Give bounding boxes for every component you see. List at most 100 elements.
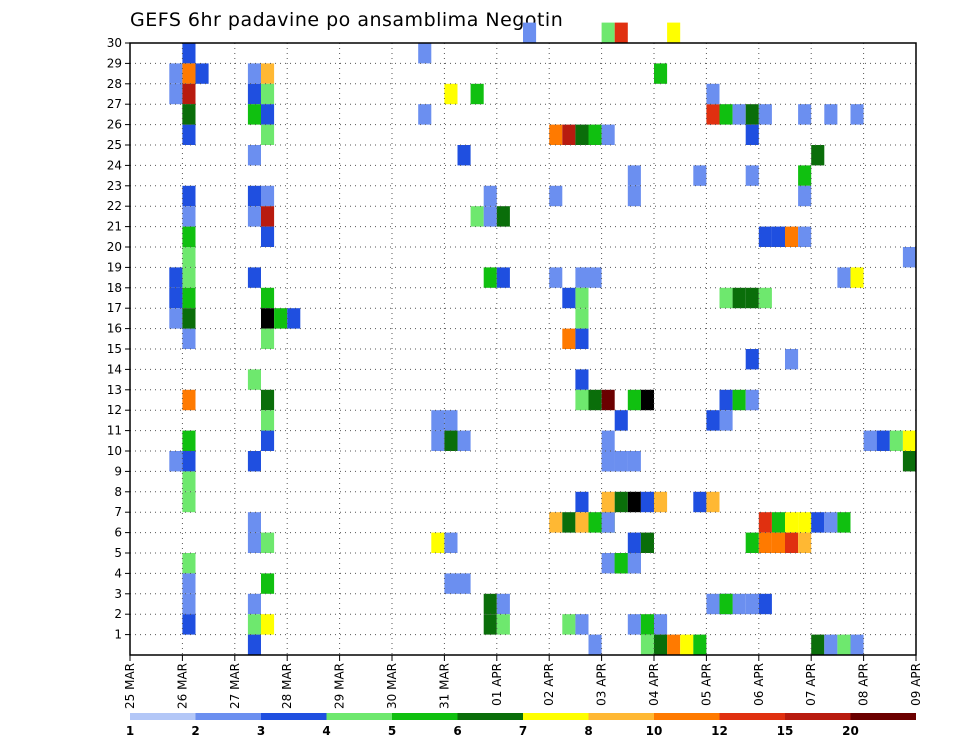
heatmap-cell [562, 287, 576, 309]
heatmap-cell [182, 430, 196, 451]
heatmap-cell [261, 124, 275, 145]
heatmap-cell [654, 614, 668, 635]
heatmap-cell [261, 410, 275, 431]
heatmap-cell [889, 430, 903, 451]
grid-lines [130, 43, 916, 655]
heatmap-cell [483, 267, 497, 288]
y-tick-label: 7 [114, 505, 122, 519]
heatmap-cell [182, 226, 196, 247]
heatmap-cell [798, 104, 812, 125]
heatmap-cell [627, 185, 641, 207]
heatmap-cell [182, 104, 196, 125]
heatmap-cell [732, 287, 746, 309]
colorbar-swatch [785, 713, 851, 720]
heatmap-cell [732, 389, 746, 411]
heatmap-cell [627, 389, 641, 411]
heatmap-cell [496, 614, 510, 635]
heatmap-cell [247, 206, 261, 227]
heatmap-cell [575, 124, 589, 145]
colorbar-swatch [130, 713, 196, 720]
heatmap-cell [758, 512, 772, 533]
colorbar-swatch [326, 713, 392, 720]
heatmap-cell [654, 634, 668, 655]
heatmap-cell [627, 451, 641, 472]
y-tick-label: 6 [114, 526, 122, 540]
heatmap-cell [182, 124, 196, 145]
y-tick-label: 17 [107, 301, 122, 315]
heatmap-cell [693, 634, 707, 655]
heatmap-cell [824, 512, 838, 533]
colorbar-label: 12 [711, 724, 728, 738]
x-tick-label: 06 APR [752, 663, 766, 706]
heatmap-cell [706, 83, 720, 105]
heatmap-cell [706, 410, 720, 431]
heatmap-cell [745, 124, 759, 145]
heatmap-cell [706, 593, 720, 615]
x-tick-label: 01 APR [490, 663, 504, 706]
heatmap-cell [182, 471, 196, 492]
heatmap-cell [627, 553, 641, 574]
y-tick-label: 21 [107, 220, 122, 234]
heatmap-cell [902, 247, 916, 268]
colorbar-label: 15 [777, 724, 794, 738]
heatmap-cell [457, 573, 471, 594]
heatmap-cell [771, 512, 785, 533]
heatmap-cell [640, 614, 654, 635]
heatmap-cell [274, 308, 288, 329]
heatmap-cell [758, 593, 772, 615]
heatmap-cell [706, 104, 720, 125]
x-tick-label: 03 APR [595, 663, 609, 706]
y-tick-label: 12 [107, 403, 122, 417]
heatmap-cell [745, 104, 759, 125]
heatmap-cell [261, 226, 275, 247]
heatmap-cell [601, 389, 615, 411]
heatmap-cell [614, 491, 628, 513]
heatmap-cell [785, 226, 799, 247]
x-tick-label: 26 MAR [175, 663, 189, 709]
heatmap-cell [824, 634, 838, 655]
colorbar-label: 8 [584, 724, 592, 738]
heatmap-cell [182, 491, 196, 513]
heatmap-cell [837, 634, 851, 655]
heatmap-cell [627, 491, 641, 513]
y-tick-label: 1 [114, 628, 122, 642]
heatmap-cell [562, 512, 576, 533]
y-tick-label: 3 [114, 587, 122, 601]
colorbar-label: 7 [519, 724, 527, 738]
heatmap-cell [798, 165, 812, 186]
heatmap-cell [601, 124, 615, 145]
heatmap-cell [798, 512, 812, 533]
y-tick-label: 23 [107, 179, 122, 193]
heatmap-cell [719, 410, 733, 431]
heatmap-cell [444, 532, 458, 553]
heatmap-cell [431, 410, 445, 431]
heatmap-cell [247, 614, 261, 635]
heatmap-cell [418, 104, 432, 125]
heatmap-cell [758, 226, 772, 247]
heatmap-cell [496, 206, 510, 227]
heatmap-cell [745, 349, 759, 370]
heatmap-cell [444, 573, 458, 594]
heatmap-cell [496, 593, 510, 615]
heatmap-cell [798, 185, 812, 207]
x-tick-label: 31 MAR [437, 663, 451, 709]
heatmap-cell [261, 430, 275, 451]
heatmap-cell [562, 328, 576, 349]
heatmap-cell [483, 593, 497, 615]
heatmap-cell [247, 185, 261, 207]
chart-title: GEFS 6hr padavine po ansamblima Negotin [130, 9, 563, 31]
colorbar-label: 20 [842, 724, 859, 738]
heatmap-cell [261, 389, 275, 411]
heatmap-cell [588, 267, 602, 288]
x-tick-label: 30 MAR [385, 663, 399, 709]
heatmap-cell [706, 491, 720, 513]
heatmap-cell [798, 226, 812, 247]
heatmap-cell [549, 185, 563, 207]
colorbar-swatch [523, 713, 589, 720]
heatmap-cell [614, 451, 628, 472]
heatmap-cell [667, 22, 681, 43]
y-tick-label: 10 [107, 444, 122, 458]
heatmap-cell [771, 226, 785, 247]
y-tick-label: 30 [107, 36, 122, 50]
heatmap-cell [876, 430, 890, 451]
